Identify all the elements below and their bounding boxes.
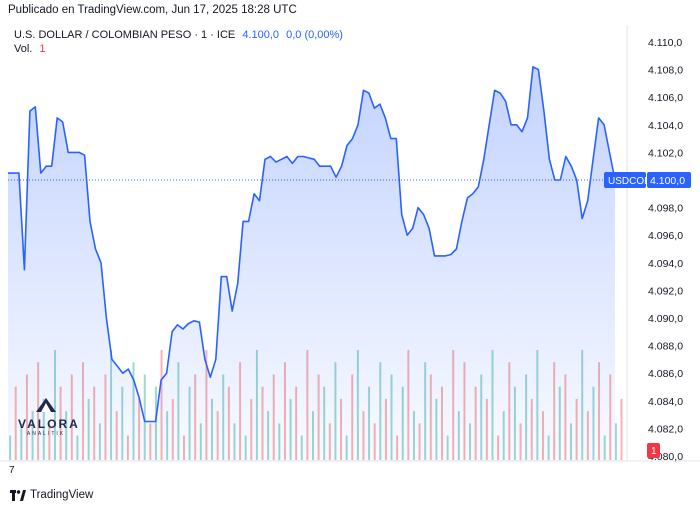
volume-bar [614, 423, 617, 460]
y-tick-label: 4.106,0 [648, 92, 683, 104]
y-tick-label: 4.098,0 [648, 203, 683, 215]
y-tick-label: 4.104,0 [648, 120, 683, 132]
y-tick-label: 4.084,0 [648, 396, 683, 408]
tradingview-footer[interactable]: TradingView [10, 489, 93, 501]
legend-price: 4.100,0 [242, 29, 280, 41]
volume-bar [620, 398, 623, 460]
published-note: Publicado en TradingView.com, Jun 17, 20… [8, 4, 297, 16]
symbol-tag [604, 172, 646, 188]
valora-logo-icon [36, 398, 56, 412]
price-area-fill [8, 66, 615, 462]
price-line [8, 66, 616, 423]
volume-legend: Vol. 1 [14, 43, 46, 55]
y-tick-label: 4.102,0 [648, 147, 683, 159]
chart-legend: U.S. DOLLAR / COLOMBIAN PESO · 1 · ICE 4… [14, 29, 343, 41]
y-tick-label: 4.090,0 [648, 313, 683, 325]
y-tick-label: 4.082,0 [648, 423, 683, 435]
y-tick-label: 4.110,0 [648, 37, 682, 49]
symbol-description: U.S. DOLLAR / COLOMBIAN PESO · 1 · ICE [14, 29, 236, 41]
volume-value: 1 [39, 43, 46, 55]
y-tick-label: 4.094,0 [648, 258, 683, 270]
volume-tag-label: 1 [651, 446, 657, 457]
last-price-tag [647, 172, 691, 188]
last-price-tag-label: 4.100,0 [650, 175, 685, 187]
tradingview-logo-icon [10, 489, 26, 501]
y-tick-label: 4.108,0 [648, 65, 683, 77]
volume-bar [143, 374, 146, 460]
valora-watermark: VALORA ANALITIK [18, 398, 80, 437]
volume-tag [647, 443, 660, 458]
y-tick-label: 4.092,0 [648, 285, 683, 297]
x-axis-tick: 7 [9, 465, 15, 476]
y-tick-label: 4.088,0 [648, 341, 683, 353]
valora-sub: ANALITIK [26, 431, 66, 437]
volume-label: Vol. [14, 43, 33, 55]
y-tick-label: 4.086,0 [648, 368, 683, 380]
valora-name: VALORA [18, 417, 80, 431]
tradingview-brand: TradingView [30, 489, 94, 501]
legend-change: 0,0 (0,00%) [286, 29, 343, 41]
symbol-tag-label: USDCOP [608, 176, 651, 187]
y-tick-label: 4.096,0 [648, 230, 683, 242]
